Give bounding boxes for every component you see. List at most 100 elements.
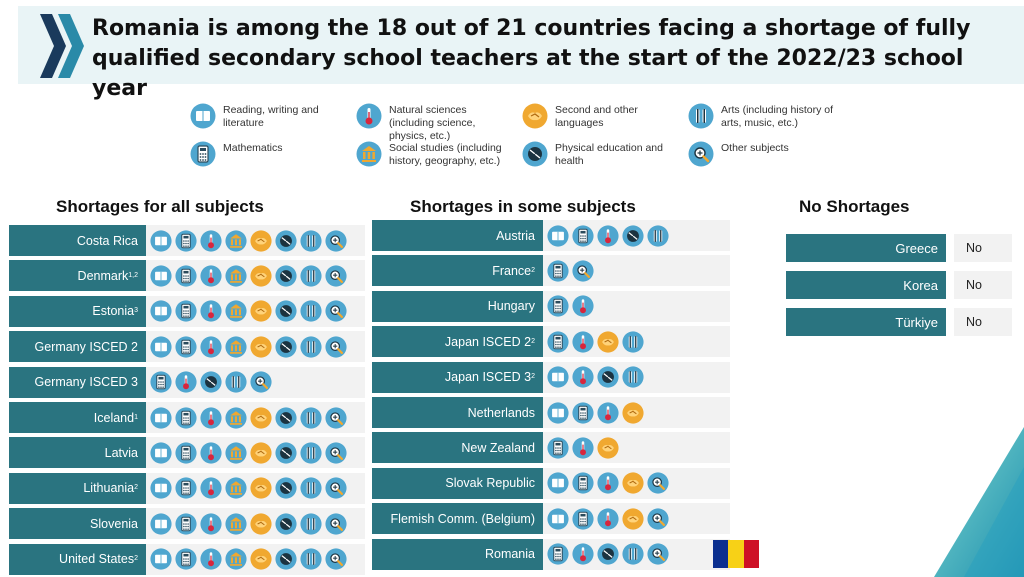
subject-icons <box>146 442 350 464</box>
handshake-icon <box>250 477 272 499</box>
thermometer-icon <box>200 548 222 570</box>
thermometer-icon <box>572 366 594 388</box>
book-icon <box>150 229 172 252</box>
music-icon <box>300 229 322 252</box>
country-row: New Zealand <box>372 432 730 464</box>
flag-stripe-red <box>743 540 759 568</box>
columns-icon <box>225 406 247 429</box>
country-row: Lithuania 2 <box>9 472 365 504</box>
magnifier-icon <box>325 406 347 429</box>
book-icon <box>150 300 172 322</box>
book-icon <box>547 224 569 247</box>
country-name: Lithuania <box>83 481 135 496</box>
section-title-all: Shortages for all subjects <box>56 197 264 216</box>
legend-label: Mathematics <box>223 142 283 154</box>
country-name: Slovak Republic <box>445 476 535 491</box>
columns-icon <box>225 229 247 252</box>
country-row: France 2 <box>372 255 730 287</box>
ball-icon <box>597 366 619 388</box>
thermometer-icon <box>200 406 222 429</box>
country-name: Estonia <box>92 304 135 319</box>
calculator-icon <box>175 229 197 252</box>
columns-icon <box>225 548 247 570</box>
legend-label: Natural sciences (including science, phy… <box>389 104 476 142</box>
columns-icon <box>356 141 382 167</box>
handshake-icon <box>597 437 619 459</box>
legend-label: Reading, writing and literature <box>223 104 319 129</box>
handshake-icon <box>250 336 272 358</box>
subject-icons <box>146 300 350 322</box>
book-icon <box>547 508 569 530</box>
country-name: France <box>492 263 532 278</box>
magnifier-icon <box>325 229 347 252</box>
page-title: Romania is among the 18 out of 21 countr… <box>92 16 971 101</box>
music-icon <box>300 406 322 429</box>
country-row: Denmark 1,2 <box>9 260 365 292</box>
subject-icons <box>543 543 672 565</box>
country-label: Costa Rica <box>9 225 146 256</box>
country-row: Korea No <box>786 271 1012 299</box>
country-name: Iceland <box>93 410 135 425</box>
calculator-icon <box>547 437 569 459</box>
legend-label: Physical education and health <box>555 142 663 167</box>
subject-icons <box>543 295 597 317</box>
thermometer-icon <box>572 543 594 565</box>
country-row: Germany ISCED 3 <box>9 366 365 398</box>
book-icon <box>150 336 172 358</box>
subject-icons <box>543 260 597 282</box>
subject-icons <box>543 437 622 459</box>
columns-icon <box>225 300 247 322</box>
country-row: Flemish Comm. (Belgium) <box>372 503 730 535</box>
magnifier-icon <box>647 508 669 530</box>
handshake-icon <box>250 548 272 570</box>
country-label: United States 2 <box>9 543 146 575</box>
columns-icon <box>225 336 247 358</box>
shortage-value: No <box>954 308 1012 336</box>
calculator-icon <box>572 224 594 247</box>
magnifier-icon <box>325 265 347 287</box>
country-name: Slovenia <box>90 516 138 531</box>
country-label: Iceland 1 <box>9 402 146 433</box>
flag-stripe-yellow <box>728 540 744 568</box>
country-name: Türkiye <box>786 308 946 336</box>
subject-icons <box>146 513 350 535</box>
thermometer-icon <box>597 224 619 247</box>
magnifier-icon <box>325 336 347 358</box>
columns-icon <box>225 442 247 464</box>
thermometer-icon <box>175 371 197 393</box>
handshake-icon <box>250 406 272 429</box>
subject-icons <box>543 508 672 530</box>
ball-icon <box>275 442 297 464</box>
magnifier-icon <box>647 472 669 494</box>
handshake-icon <box>250 442 272 464</box>
magnifier-icon <box>325 477 347 499</box>
country-label: Netherlands <box>372 397 543 428</box>
legend-item-other: Other subjects <box>688 141 838 167</box>
subject-icons <box>543 366 647 388</box>
music-icon <box>300 513 322 535</box>
calculator-icon <box>572 472 594 494</box>
country-name: Japan ISCED 3 <box>444 370 532 385</box>
ball-icon <box>275 336 297 358</box>
thermometer-icon <box>200 265 222 287</box>
subject-icons <box>146 477 350 499</box>
country-row: Greece No <box>786 234 1012 262</box>
country-row: Costa Rica <box>9 225 365 256</box>
calculator-icon <box>150 371 172 393</box>
subject-icons <box>146 265 350 287</box>
magnifier-icon <box>325 442 347 464</box>
legend-item-pe: Physical education and health <box>522 141 672 168</box>
book-icon <box>150 477 172 499</box>
legend-item-reading: Reading, writing and literature <box>190 103 340 130</box>
subject-icons <box>543 331 647 353</box>
country-name: Japan ISCED 2 <box>444 334 532 349</box>
country-label: Romania <box>372 538 543 570</box>
columns-icon <box>225 513 247 535</box>
country-label: Estonia 3 <box>9 295 146 327</box>
magnifier-icon <box>572 260 594 282</box>
shortage-value: No <box>954 271 1012 299</box>
book-icon <box>547 366 569 388</box>
thermometer-icon <box>572 437 594 459</box>
handshake-icon <box>622 508 644 530</box>
